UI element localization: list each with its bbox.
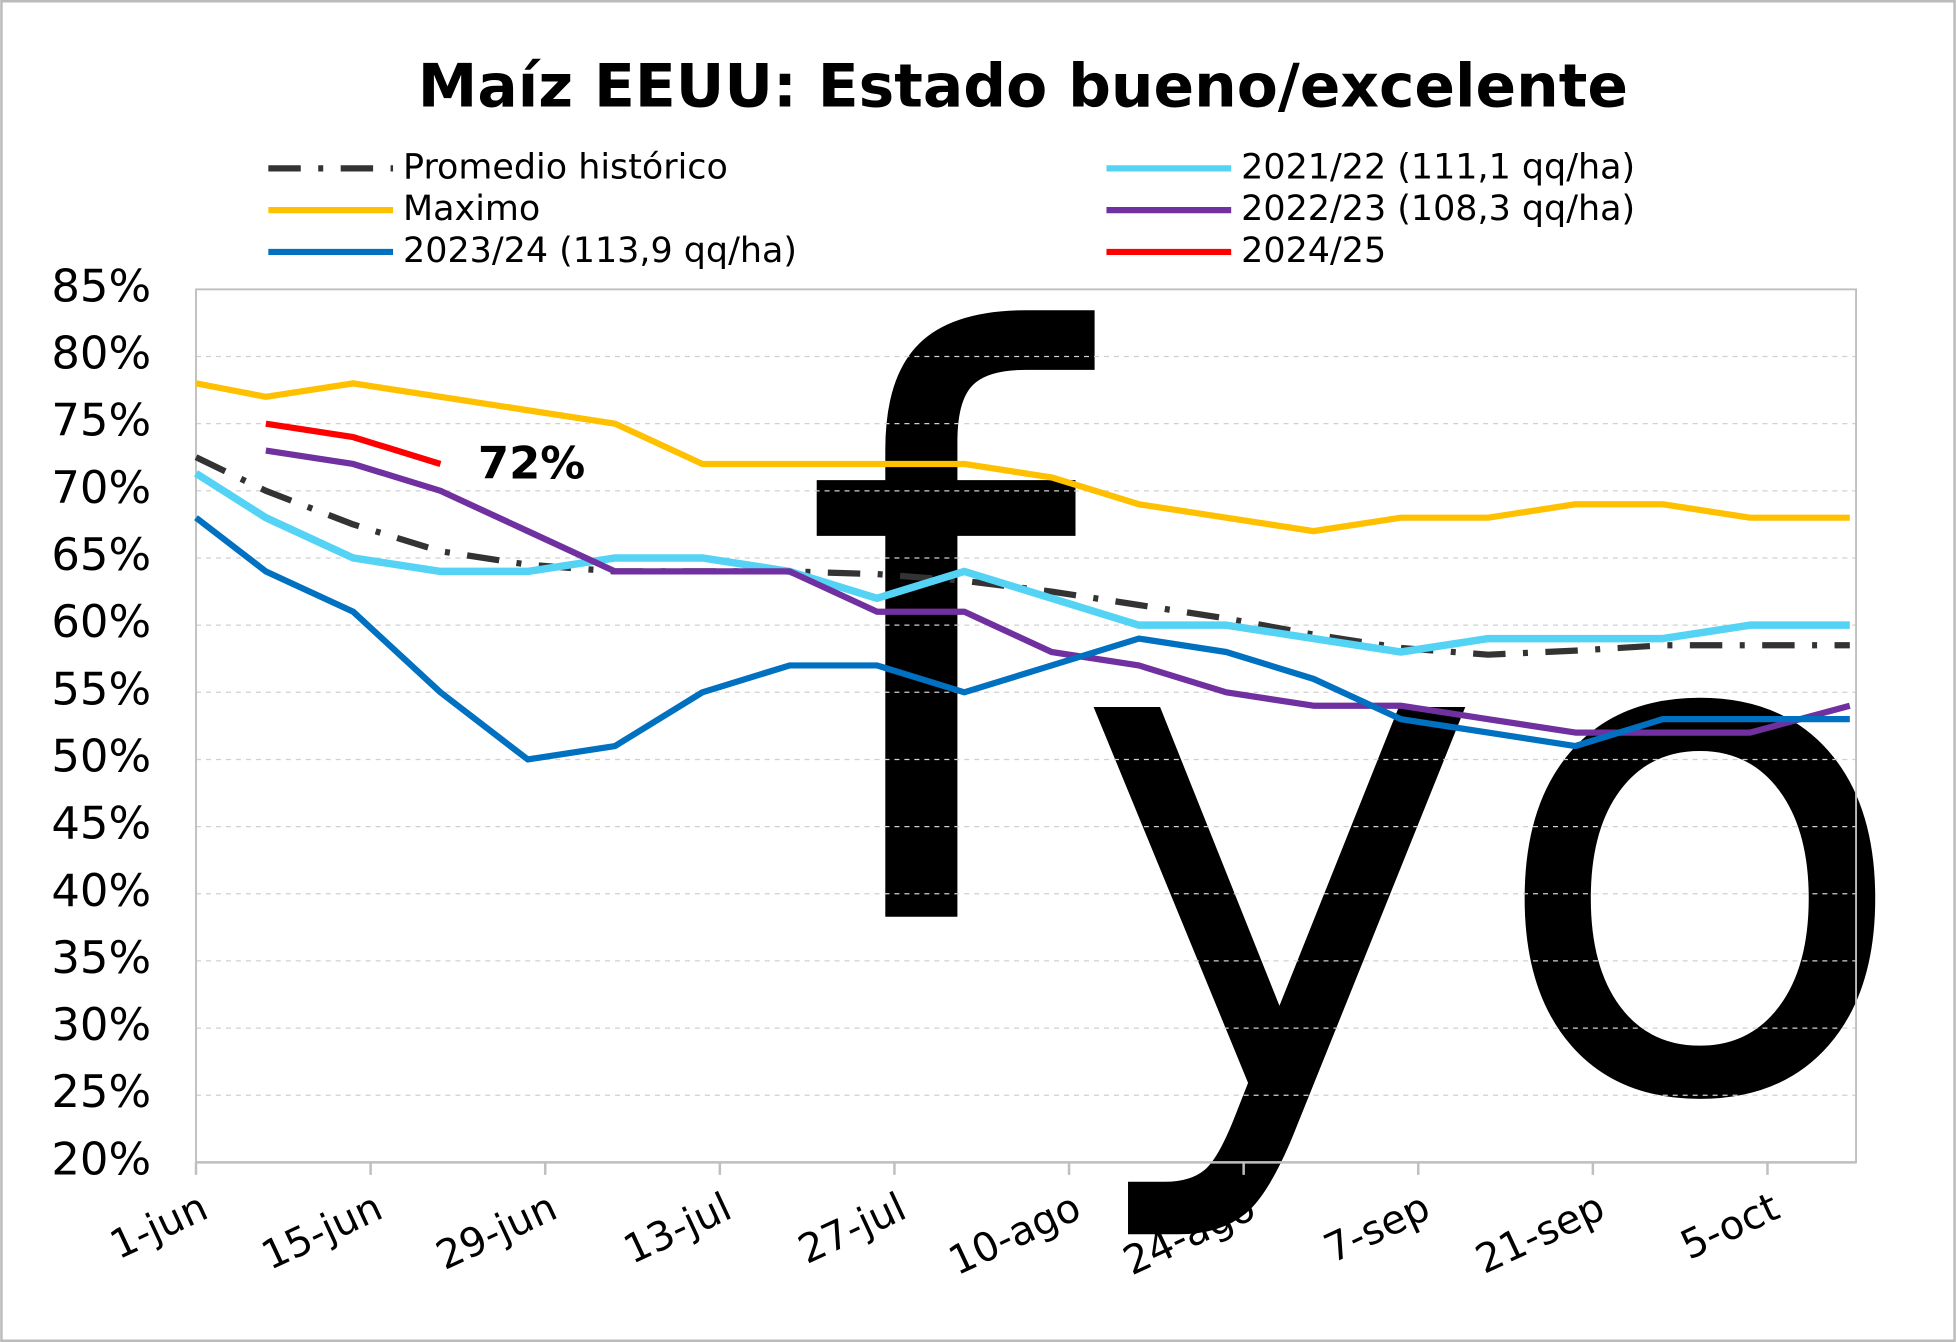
watermark-letter: f xyxy=(798,177,1097,1106)
y-tick-label: 75% xyxy=(51,394,151,447)
legend-label: 2021/22 (111,1 qq/ha) xyxy=(1241,147,1635,187)
series-line xyxy=(194,454,1850,658)
legend-label: 2024/25 xyxy=(1241,231,1386,271)
y-tick-label: 50% xyxy=(51,729,151,782)
series-line xyxy=(265,447,1851,736)
y-tick-label: 40% xyxy=(51,864,151,917)
legend-label: 2023/24 (113,9 qq/ha) xyxy=(403,231,797,271)
series-line xyxy=(194,515,1850,763)
annotation: 72% xyxy=(478,436,585,489)
y-tick-label: 45% xyxy=(51,797,151,850)
series-line xyxy=(195,380,1850,535)
series-line xyxy=(193,470,1850,656)
legend-label: 2022/23 (108,3 qq/ha) xyxy=(1241,189,1635,229)
y-tick-label: 35% xyxy=(51,931,151,984)
y-tick-label: 55% xyxy=(51,662,151,715)
y-tick-label: 70% xyxy=(51,461,151,514)
series-line xyxy=(265,420,442,467)
legend-label: Maximo xyxy=(403,189,540,229)
y-tick-label: 85% xyxy=(51,259,151,312)
y-tick-label: 60% xyxy=(51,595,151,648)
y-tick-label: 30% xyxy=(51,998,151,1051)
legend-label: Promedio histórico xyxy=(403,147,728,187)
y-tick-label: 80% xyxy=(51,327,151,380)
chart-title: Maíz EEUU: Estado bueno/excelente xyxy=(418,51,1628,121)
y-tick-label: 20% xyxy=(51,1132,151,1185)
watermark: f yo xyxy=(798,177,1913,1254)
y-tick-label: 65% xyxy=(51,528,151,581)
y-tick-label: 25% xyxy=(51,1065,151,1118)
watermark-letter: yo xyxy=(1073,441,1914,1254)
